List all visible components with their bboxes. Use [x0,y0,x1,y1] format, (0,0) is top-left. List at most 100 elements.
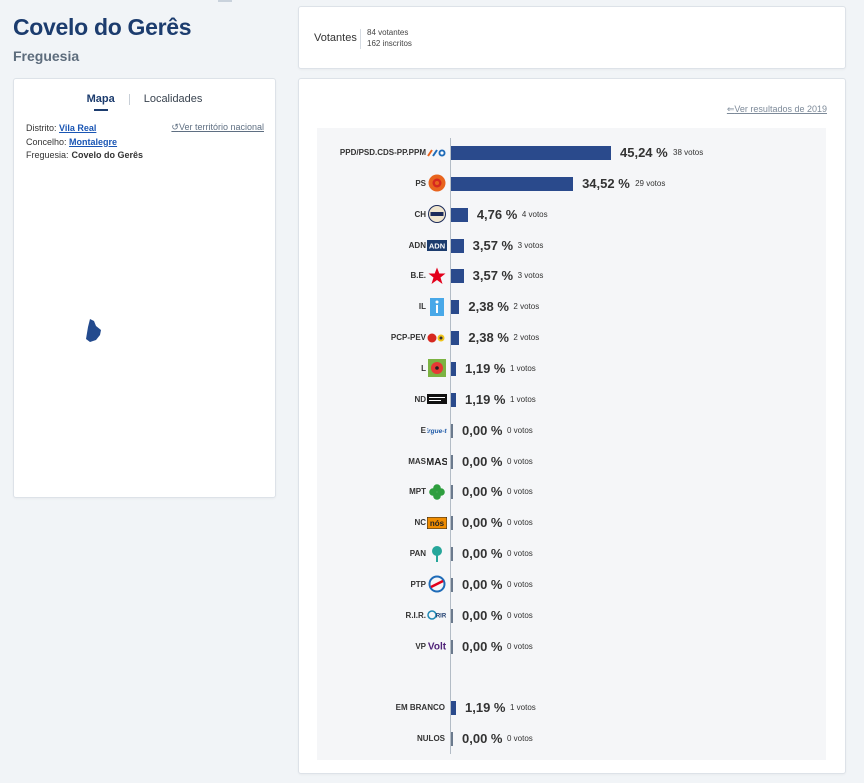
result-votes: 0 votos [507,456,533,466]
party-name: PS [415,178,426,188]
result-percent: 0,00 % [462,453,503,469]
party-name: MAS [408,456,426,466]
nos-cidadaos-logo: nós [427,514,447,531]
result-votes: 0 votos [507,549,533,559]
result-bar[interactable] [451,392,456,407]
result-bar[interactable] [451,485,453,500]
svg-text:Volt: Volt [428,642,447,652]
adn-logo: ADN [427,237,447,254]
results-panel: ⇐Ver resultados de 2019 PPD/PSD.CDS-PP.P… [298,78,846,774]
result-row-b-e: B.E. 3,57 % 3 votos [317,266,826,286]
mpt-clover-logo [427,483,447,500]
result-row-nulos: NULOS 0,00 % 0 votos [317,729,826,749]
party-name: ADN [408,240,426,250]
result-row-pcp-pev: PCP-PEV 2,38 % 2 votos [317,328,826,348]
chart-axis [450,138,451,754]
result-percent: 0,00 % [462,546,503,562]
result-row-ps: PS 34,52 % 29 votos [317,174,826,194]
undo-icon: ↺ [171,122,179,132]
il-logo [427,297,447,316]
party-name: PCP-PEV [390,333,426,343]
result-bar[interactable] [451,238,464,253]
tab-map[interactable]: Mapa [73,93,129,111]
result-bar[interactable] [451,207,468,222]
parish-row: Freguesia: Covelo do Gerês [26,149,143,163]
result-bar[interactable] [451,269,464,284]
party-name: IL [418,302,426,312]
council-link[interactable]: Montalegre [69,136,118,147]
registered-count: 162 inscritos [367,39,412,48]
result-row-r-i-r: R.I.R. RIR 0,00 % 0 votos [317,606,826,626]
district-row: Distrito: Vila Real [26,122,143,136]
party-name: PPD/PSD.CDS-PP.PPM [339,148,426,157]
party-name: B.E. [410,271,426,281]
result-percent: 4,76 % [476,206,518,222]
result-votes: 1 votos [510,394,536,404]
result-bar[interactable] [451,608,453,623]
result-bar[interactable] [451,331,460,346]
result-row-mas: MAS MAS 0,00 % 0 votos [317,452,826,472]
scroll-indicator [218,0,232,2]
district-link[interactable]: Vila Real [59,123,97,133]
parish-label: Freguesia: [26,150,69,160]
result-percent: 0,00 % [462,731,503,747]
result-votes: 2 votos [513,302,540,312]
result-bar[interactable] [451,577,453,592]
result-bar[interactable] [451,300,460,315]
result-row-ch: CH 4,76 % 4 votos [317,205,826,225]
result-bar[interactable] [451,454,453,469]
result-bar[interactable] [451,701,456,716]
council-label: Concelho: [26,136,67,147]
svg-text:nós: nós [430,519,445,528]
party-name: EM BRANCO [395,703,445,713]
result-percent: 0,00 % [462,576,503,592]
ps-fist-rose-logo [427,174,447,192]
result-votes: 0 votos [507,734,533,744]
result-bar[interactable] [451,361,456,376]
party-name: PAN [409,549,426,559]
chega-logo [427,205,447,224]
page-subtitle: Freguesia [13,48,80,64]
result-bar[interactable] [451,516,453,531]
svg-text:RIR: RIR [436,614,447,620]
national-territory-label: Ver território nacional [178,122,264,132]
result-bar[interactable] [451,732,453,747]
result-bar[interactable] [451,176,574,191]
result-row-vp: VP Volt 0,00 % 0 votos [317,637,826,657]
party-name: MPT [409,487,426,497]
livre-poppy-logo [427,359,447,378]
tab-localities[interactable]: Localidades [143,93,203,105]
result-percent: 3,57 % [472,237,514,253]
result-percent: 1,19 % [465,700,506,716]
result-bar[interactable] [451,639,453,654]
result-votes: 4 votos [521,209,548,219]
svg-text:MAS: MAS [427,457,447,467]
result-row-pan: PAN 0,00 % 0 votos [317,544,826,564]
result-row-l: L 1,19 % 1 votos [317,359,826,379]
parish-map-shape[interactable] [82,317,118,347]
result-votes: 2 votos [513,333,540,343]
result-percent: 0,00 % [462,422,503,438]
rir-logo: RIR [427,607,447,624]
pan-tree-logo [427,545,447,562]
nova-direita-logo [427,391,447,408]
party-name: NULOS [417,734,445,744]
result-row-ptp: PTP 0,00 % 0 votos [317,575,826,595]
national-territory-link[interactable]: ↺Ver território nacional [171,122,264,133]
result-votes: 3 votos [517,271,544,281]
be-star-logo [427,267,447,284]
view-tabs: Mapa Localidades [14,93,275,111]
party-name: ND [414,394,426,404]
party-name: PTP [410,579,426,589]
result-row-nd: ND 1,19 % 1 votos [317,390,826,410]
result-bar[interactable] [451,423,453,438]
result-votes: 1 votos [510,703,536,713]
party-name: R.I.R. [405,610,426,620]
previous-results-link[interactable]: ⇐Ver resultados de 2019 [727,104,827,115]
result-bar[interactable] [451,547,453,562]
result-votes: 0 votos [507,518,533,528]
result-row-il: IL 2,38 % 2 votos [317,297,826,317]
result-bar[interactable] [451,146,611,160]
